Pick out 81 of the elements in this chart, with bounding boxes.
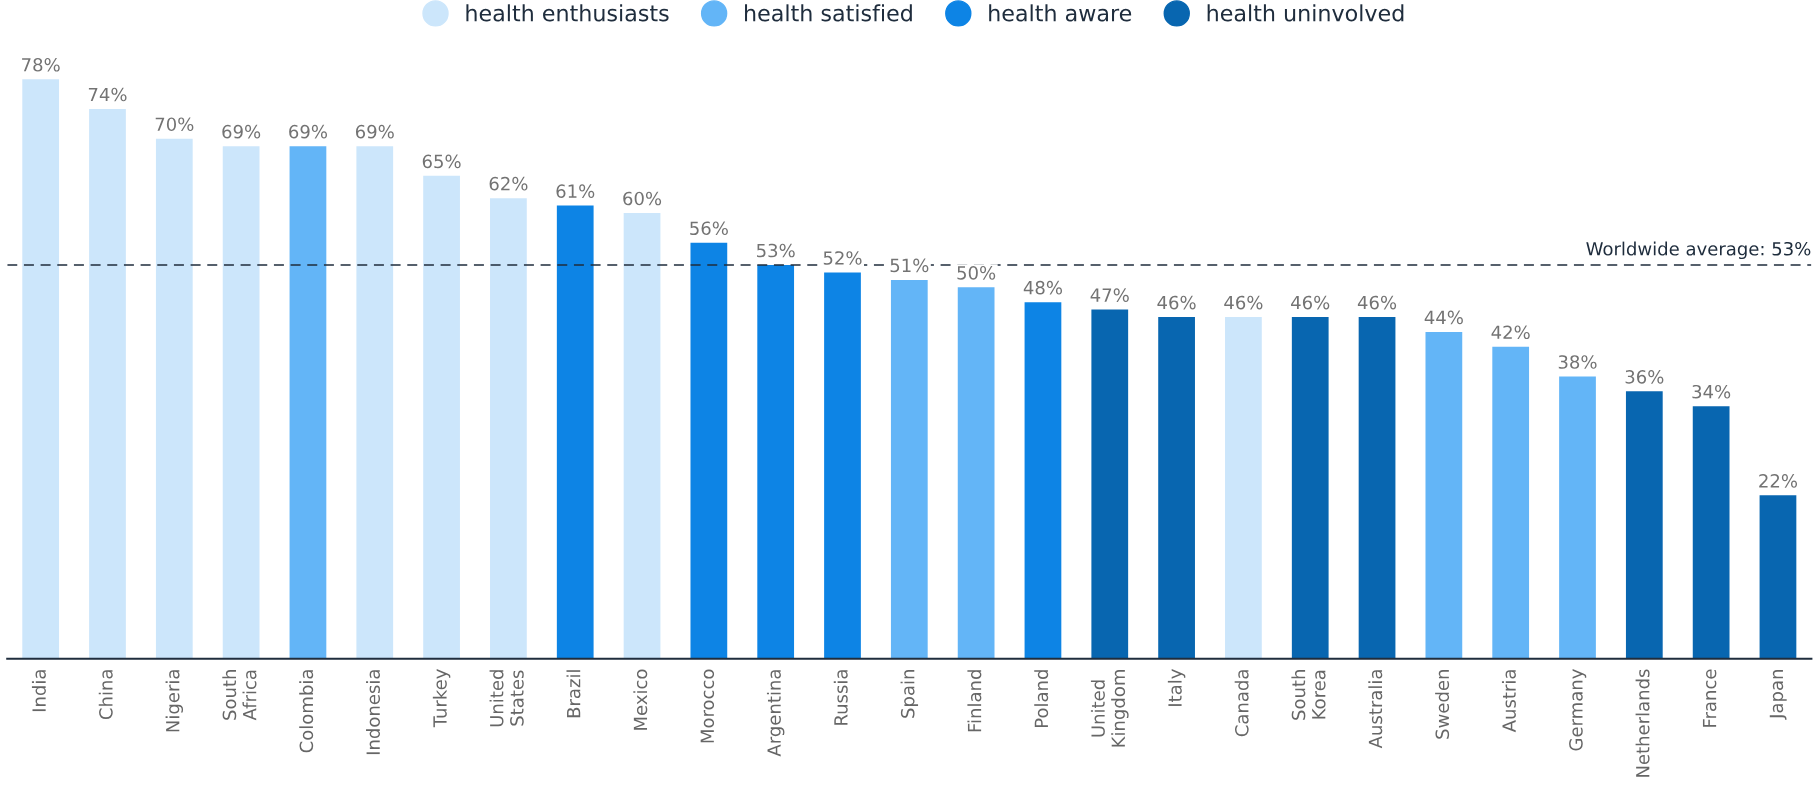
- x-tick-label: France: [1702, 669, 1717, 727]
- bar: [957, 287, 995, 659]
- bar: [356, 146, 394, 659]
- x-tick-label: South Africa: [222, 670, 257, 721]
- bar: [289, 146, 327, 659]
- data-label: 52%: [823, 251, 862, 265]
- bar: [824, 272, 861, 659]
- bar: [1692, 406, 1730, 659]
- x-tick-label: Sweden: [1435, 670, 1450, 739]
- bar: [1091, 309, 1129, 659]
- data-label: 60%: [623, 191, 662, 206]
- x-tick-label: Colombia: [299, 670, 314, 753]
- x-tick-label: Italy: [1167, 669, 1186, 706]
- data-label: 47%: [1090, 288, 1129, 302]
- data-label: 46%: [1357, 295, 1397, 310]
- x-tick-label: Brazil: [566, 670, 581, 718]
- bar: [1559, 376, 1596, 659]
- x-tick-label: Canada: [1234, 670, 1249, 737]
- bar: [1024, 302, 1062, 659]
- x-tick-label: Nigeria: [165, 670, 184, 732]
- data-label: 38%: [1558, 355, 1597, 369]
- data-label: 62%: [489, 176, 528, 191]
- x-tick-label: Germany: [1569, 669, 1587, 751]
- legend-label: health aware: [989, 4, 1132, 22]
- x-tick-label: South Korea: [1291, 670, 1326, 720]
- data-label: 22%: [1759, 474, 1798, 488]
- x-tick-label: Austria: [1501, 670, 1516, 733]
- data-label: 65%: [422, 154, 461, 169]
- data-label: 61%: [556, 184, 595, 198]
- x-tick-label: Argentina: [766, 670, 785, 757]
- x-tick-label: Poland: [1034, 670, 1049, 728]
- data-label: 78%: [22, 57, 60, 72]
- x-tick-label: Indonesia: [366, 670, 380, 755]
- data-label: 69%: [355, 124, 394, 139]
- x-tick-label: United States: [489, 670, 524, 727]
- ref-line-label: Worldwide average: 53%: [1586, 241, 1811, 260]
- x-tick-label: Japan: [1769, 670, 1787, 720]
- bar: [1625, 391, 1663, 659]
- data-label: 69%: [289, 124, 328, 139]
- x-tick-label: Russia: [833, 670, 848, 725]
- bar: [1225, 317, 1262, 659]
- legend-label: health enthusiasts: [466, 4, 669, 22]
- x-tick-label: Finland: [967, 670, 982, 732]
- bar: [222, 146, 260, 659]
- data-label: 51%: [890, 258, 929, 273]
- legend-label: health satisfied: [745, 4, 912, 22]
- data-label: 44%: [1424, 310, 1463, 325]
- bar: [890, 279, 928, 659]
- x-tick-label: Australia: [1368, 670, 1383, 749]
- bar: [1358, 317, 1396, 659]
- x-tick-label: China: [98, 670, 113, 720]
- x-tick-label: Netherlands: [1635, 669, 1650, 777]
- data-label: 69%: [222, 124, 261, 139]
- data-label: 46%: [1291, 295, 1330, 310]
- data-label: 56%: [690, 221, 728, 236]
- data-label: 74%: [88, 87, 127, 102]
- data-label: 70%: [155, 117, 194, 132]
- data-label: 53%: [757, 243, 795, 258]
- bar: [1158, 317, 1195, 659]
- x-tick-label: Spain: [900, 670, 919, 718]
- bar: [757, 265, 795, 659]
- data-label: 50%: [957, 266, 996, 280]
- x-tick-label: Mexico: [633, 669, 648, 730]
- bar: [623, 213, 661, 659]
- bar: [22, 79, 60, 659]
- data-label: 46%: [1224, 295, 1263, 310]
- bar: [89, 109, 126, 659]
- data-label: 46%: [1157, 295, 1196, 310]
- data-label: 34%: [1692, 384, 1731, 399]
- data-label: 48%: [1023, 280, 1063, 295]
- x-tick-label: Turkey: [432, 669, 451, 728]
- x-tick-label: United Kingdom: [1090, 670, 1129, 747]
- data-label: 36%: [1625, 370, 1664, 384]
- bar: [1759, 495, 1797, 659]
- data-label: 42%: [1491, 325, 1530, 340]
- bar: [490, 198, 527, 659]
- bar: [1291, 317, 1329, 659]
- x-tick-label: India: [31, 670, 46, 712]
- legend-label: health uninvolved: [1207, 4, 1404, 22]
- bar: [556, 205, 594, 659]
- x-tick-label: Morocco: [700, 669, 715, 743]
